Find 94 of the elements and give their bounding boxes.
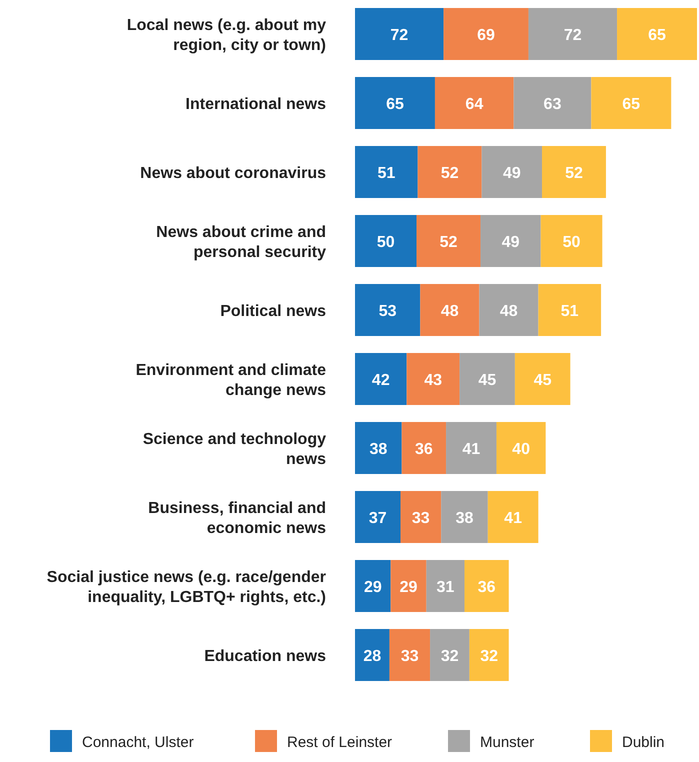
bar xyxy=(355,422,402,474)
data-label: 50 xyxy=(376,234,395,251)
bar xyxy=(460,353,515,405)
data-label: 52 xyxy=(440,165,459,182)
bar xyxy=(482,146,542,198)
data-label: 52 xyxy=(440,234,458,251)
bar xyxy=(390,560,426,612)
bar xyxy=(434,77,514,129)
bar xyxy=(441,491,488,543)
data-label: 36 xyxy=(414,441,433,458)
bar xyxy=(480,215,541,267)
data-label: 49 xyxy=(502,165,521,182)
data-label: 69 xyxy=(477,27,496,44)
data-label: 63 xyxy=(544,96,562,113)
bar xyxy=(355,284,420,336)
data-label: 53 xyxy=(378,303,397,320)
data-label: 48 xyxy=(500,303,518,320)
data-label: 43 xyxy=(424,372,442,389)
data-label: 28 xyxy=(363,648,382,665)
data-label: 49 xyxy=(502,234,520,251)
data-label: 33 xyxy=(412,510,430,527)
legend-label: Munster xyxy=(480,734,534,751)
data-label: 65 xyxy=(648,27,666,44)
bar xyxy=(464,560,509,612)
data-label: 32 xyxy=(440,648,459,665)
data-label: 38 xyxy=(369,441,388,458)
data-label: 41 xyxy=(462,441,480,458)
bar xyxy=(444,8,528,60)
y-tick-label: Social justice news (e.g. race/gender inequality, LGBTQ+ rights, etc.) xyxy=(46,569,326,606)
bar xyxy=(355,353,407,405)
bar xyxy=(420,284,480,336)
data-label: 65 xyxy=(622,96,640,113)
y-tick-label: Science and technology news xyxy=(142,431,326,468)
bar xyxy=(355,491,401,543)
data-label: 42 xyxy=(372,372,390,389)
bar xyxy=(446,422,496,474)
data-label: 52 xyxy=(565,165,583,182)
data-label: 31 xyxy=(436,579,454,596)
bar xyxy=(389,629,430,681)
data-label: 29 xyxy=(400,579,418,596)
bar xyxy=(400,491,442,543)
bar xyxy=(488,491,538,543)
bar xyxy=(355,215,417,267)
y-tick-label: Environment and climate change news xyxy=(136,362,326,399)
data-label: 72 xyxy=(390,27,408,44)
y-tick-label: Education news xyxy=(204,648,326,665)
bar xyxy=(540,215,602,267)
data-label: 51 xyxy=(377,165,396,182)
bar xyxy=(355,629,390,681)
bar xyxy=(514,353,570,405)
legend-label: Dublin xyxy=(622,734,665,751)
y-tick-label: International news xyxy=(186,96,326,113)
legend-label: Connacht, Ulster xyxy=(82,734,194,751)
bar xyxy=(538,284,602,336)
bar xyxy=(430,629,470,681)
data-label: 65 xyxy=(386,96,404,113)
data-label: 40 xyxy=(512,441,530,458)
y-tick-label: Political news xyxy=(220,303,326,320)
bar xyxy=(591,77,672,129)
data-label: 29 xyxy=(364,579,382,596)
bar xyxy=(355,8,444,60)
data-label: 72 xyxy=(564,27,582,44)
data-label: 37 xyxy=(368,510,387,527)
y-tick-label: News about coronavirus xyxy=(140,165,326,182)
bar xyxy=(479,284,538,336)
data-label: 64 xyxy=(465,96,484,113)
data-label: 45 xyxy=(478,372,496,389)
bar xyxy=(496,422,546,474)
y-tick-label: Business, financial and economic news xyxy=(148,500,326,537)
bar xyxy=(469,629,509,681)
y-tick-label: Local news (e.g. about my region, city or town) xyxy=(126,17,326,54)
bar xyxy=(402,422,446,474)
bar xyxy=(355,560,391,612)
bar xyxy=(617,8,697,60)
bar xyxy=(514,77,592,129)
data-label: 45 xyxy=(534,372,552,389)
data-label: 32 xyxy=(480,648,498,665)
data-label: 48 xyxy=(440,303,459,320)
bar xyxy=(426,560,464,612)
bar xyxy=(406,353,460,405)
bar xyxy=(542,146,606,198)
data-label: 41 xyxy=(504,510,522,527)
data-label: 33 xyxy=(400,648,419,665)
bar xyxy=(416,215,480,267)
data-label: 50 xyxy=(562,234,581,251)
bar xyxy=(355,146,418,198)
bar xyxy=(355,77,435,129)
data-label: 36 xyxy=(478,579,496,596)
data-label: 38 xyxy=(456,510,474,527)
bar xyxy=(418,146,482,198)
legend-label: Rest of Leinster xyxy=(287,734,392,751)
data-label: 51 xyxy=(560,303,579,320)
y-tick-label: News about crime and personal security xyxy=(156,224,326,261)
bar xyxy=(528,8,618,60)
